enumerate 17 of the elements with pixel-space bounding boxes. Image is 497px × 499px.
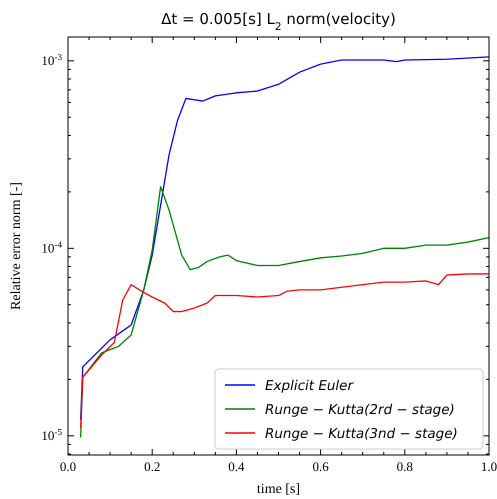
x-tick-label: 1.0 xyxy=(480,459,497,474)
x-tick-label: 0.4 xyxy=(228,459,246,474)
x-axis-title: time [s] xyxy=(256,482,300,497)
y-axis-title: Relative error norm [-] xyxy=(9,182,24,310)
y-tick-label: 10$^{-5}$ xyxy=(41,426,62,443)
line-series xyxy=(80,273,490,429)
x-tick-label: 0.2 xyxy=(144,459,160,474)
y-tick-label: 10$^{-4}$ xyxy=(41,239,62,256)
x-tick-label: 0.6 xyxy=(312,459,330,474)
y-tick-label: 10$^{-3}$ xyxy=(41,52,62,68)
legend-label: Runge − Kutta(3nd − stage) xyxy=(265,426,458,442)
x-tick-label: 0.8 xyxy=(396,459,413,474)
legend-label: Runge − Kutta(2rd − stage) xyxy=(265,402,455,418)
x-tick-label: 0.0 xyxy=(60,459,76,474)
line-series xyxy=(80,56,490,420)
legend-label: Explicit Euler xyxy=(265,378,354,394)
chart-title: Δt = 0.005[s] L$_{2}$ norm(velocity) xyxy=(161,10,396,33)
